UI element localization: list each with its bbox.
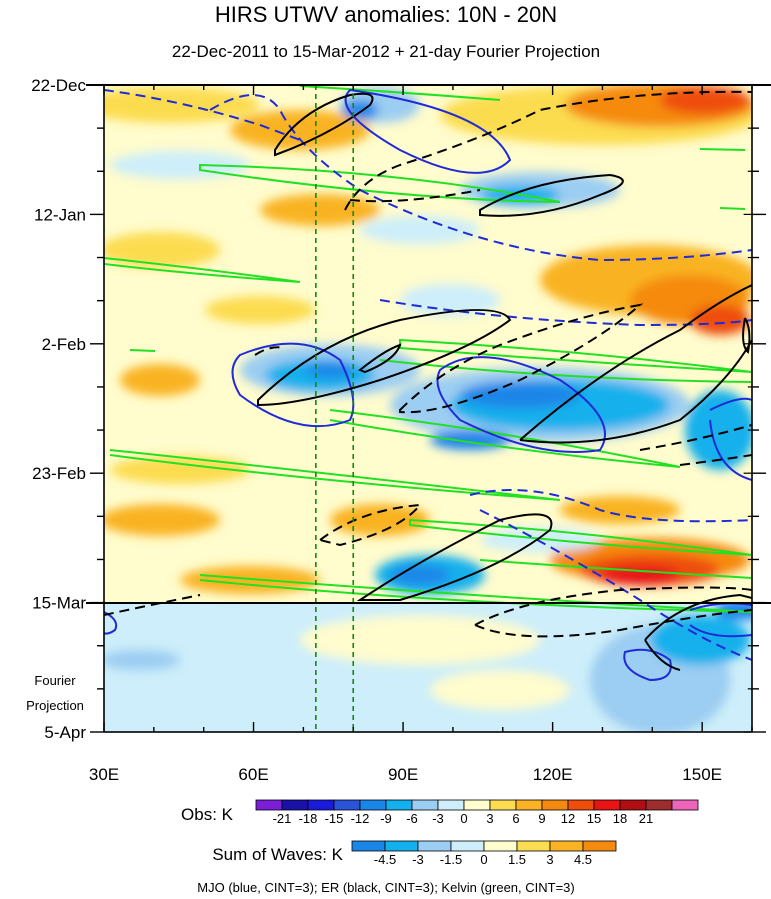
colorbar-swatch [384,840,419,852]
colorbar-swatch [645,799,673,811]
y-tick-label: 12-Jan [34,205,86,224]
y-tick-label: 22-Dec [31,76,86,95]
contour-legend: MJO (blue, CINT=3); ER (black, CINT=3); … [197,880,574,895]
colorbar-swatch [515,799,543,811]
colorbar-swatch [483,840,518,852]
colorbar-level-label: -6 [406,811,418,826]
obs-colorbar: -21 -18 -15 -12 -9 -6 -3 0 3 6 9 12 15 18 21 [255,799,699,826]
colorbar-level-label: 3 [486,811,493,826]
y-tick-label: 15-Mar [32,594,86,613]
er-contours [104,90,752,671]
colorbar-level-label: 0 [460,811,467,826]
colorbar-swatch [516,840,551,852]
colorbar-swatch [281,799,309,811]
colorbar-level-label: -12 [351,811,370,826]
colorbar-swatch [593,799,621,811]
colorbar-swatch [359,799,387,811]
y-tick-label: 2-Feb [42,335,86,354]
colorbar-swatch [567,799,595,811]
waves-colorbar-label: Sum of Waves: K [212,845,343,864]
x-tick-label: 60E [238,765,268,784]
x-axis: 30E 60E 90E 120E 150E [89,85,753,784]
y-tick-label: 23-Feb [32,464,86,483]
colorbar-level-label: -18 [299,811,318,826]
obs-anomaly-field [104,85,752,603]
projection-label-line1: Fourier [34,673,76,688]
colorbar-swatch [619,799,647,811]
colorbar-level-label: 18 [613,811,627,826]
colorbar-level-label: 1.5 [508,852,526,867]
colorbar-swatch [307,799,335,811]
x-tick-label: 120E [533,765,573,784]
chart-subtitle: 22-Dec-2011 to 15-Mar-2012 + 21-day Four… [172,42,600,61]
colorbar-swatch [385,799,413,811]
colorbar-level-label: -3 [432,811,444,826]
colorbar-level-label: 12 [561,811,575,826]
projection-label-line2: Projection [26,698,84,713]
colorbar-swatch [549,840,584,852]
colorbar-swatch [255,799,283,811]
colorbar-level-label: -21 [273,811,292,826]
colorbar-swatch [351,840,386,852]
colorbar-swatch [411,799,439,811]
colorbar-level-label: -3 [412,852,424,867]
colorbar-swatch [333,799,361,811]
colorbar-swatch [541,799,569,811]
colorbar-level-label: -1.5 [440,852,462,867]
colorbar-level-label: -4.5 [374,852,396,867]
colorbar-level-label: 3 [546,852,553,867]
chart-title: HIRS UTWV anomalies: 10N - 20N [215,2,557,27]
y-axis: 22-Dec 12-Jan 2-Feb 23-Feb 15-Mar 5-Apr [31,76,766,742]
colorbar-level-label: 9 [538,811,545,826]
x-tick-label: 150E [682,765,722,784]
colorbar-level-label: 15 [587,811,601,826]
colorbar-swatch [437,799,465,811]
kelvin-contours [104,85,752,613]
colorbar-level-label: 0 [480,852,487,867]
colorbar-swatch [582,840,617,852]
colorbar-level-label: -15 [325,811,344,826]
x-tick-label: 30E [89,765,119,784]
colorbar-level-label: 21 [639,811,653,826]
colorbar-swatch [671,799,699,811]
colorbar-level-label: -9 [380,811,392,826]
mjo-contours [104,88,752,682]
colorbar-swatch [450,840,485,852]
obs-colorbar-label: Obs: K [181,805,234,824]
x-tick-label: 90E [388,765,418,784]
waves-colorbar: -4.5 -3 -1.5 0 1.5 3 4.5 [351,840,617,867]
colorbar-level-label: 4.5 [574,852,592,867]
colorbar-swatch [489,799,517,811]
colorbar-level-label: 6 [512,811,519,826]
colorbar-swatch [417,840,452,852]
colorbar-swatch [463,799,491,811]
y-tick-label: 5-Apr [44,723,86,742]
wave-contours [104,85,752,682]
